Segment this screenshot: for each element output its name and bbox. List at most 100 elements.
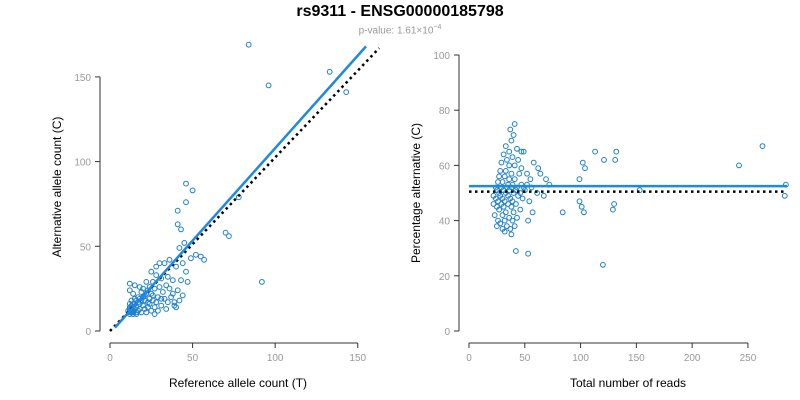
data-point (166, 256, 173, 263)
data-point (508, 231, 515, 238)
data-point (511, 121, 518, 127)
data-point (519, 195, 526, 202)
data-point (138, 289, 145, 295)
y-axis-title: Alternative allele count (C) (50, 117, 64, 258)
data-point (173, 304, 180, 311)
data-point (576, 176, 583, 183)
y-tick-label: 50 (80, 242, 92, 253)
data-point (501, 228, 508, 235)
data-point (514, 145, 520, 152)
data-point (611, 201, 617, 207)
data-point (128, 297, 135, 304)
data-point (188, 255, 194, 262)
data-point (179, 260, 186, 267)
data-point (141, 306, 148, 312)
data-point (582, 165, 588, 172)
x-tick-label: 0 (466, 353, 472, 364)
data-point (150, 292, 156, 299)
data-point (507, 226, 514, 232)
data-point (140, 302, 146, 309)
pvalue-exponent: −4 (433, 24, 442, 31)
x-tick-label: 150 (628, 353, 645, 364)
data-point (126, 287, 133, 294)
chart-title: rs9311 - ENSG00000185798 (296, 3, 504, 20)
data-point (518, 148, 525, 155)
x-axis-title: Reference allele count (T) (169, 376, 307, 390)
plot-panel-2: 0 50 100 150 200 250 0 20 40 60 80 100 Total number … (409, 51, 789, 390)
data-point (509, 217, 516, 224)
data-point (174, 221, 181, 228)
data-point (135, 299, 142, 306)
data-point (130, 290, 137, 297)
data-point (529, 209, 536, 216)
data-point (500, 151, 507, 158)
data-point (174, 287, 181, 294)
data-point (164, 299, 171, 306)
x-tick-label: 100 (572, 353, 589, 364)
data-point (133, 311, 140, 318)
data-point (166, 285, 173, 292)
data-point (126, 280, 133, 287)
data-point (513, 201, 519, 207)
data-point (176, 297, 183, 304)
data-point (171, 299, 178, 306)
data-point (160, 289, 166, 295)
data-point (526, 198, 533, 205)
data-point (504, 223, 510, 230)
data-point (178, 277, 184, 284)
reference-line (109, 47, 381, 332)
data-point (181, 240, 188, 246)
data-point (540, 192, 547, 199)
data-point (535, 165, 542, 172)
data-point (193, 251, 199, 258)
x-tick-label: 250 (740, 353, 757, 364)
data-point (226, 233, 232, 240)
data-point (501, 217, 508, 224)
data-point (506, 162, 513, 169)
data-point (507, 126, 514, 133)
data-point (176, 245, 183, 251)
data-point (143, 279, 150, 285)
data-point (506, 176, 513, 183)
data-point (131, 295, 138, 302)
data-point (504, 157, 510, 163)
data-point (178, 226, 184, 233)
data-point (600, 261, 606, 268)
data-point (183, 268, 189, 275)
data-point (506, 148, 513, 155)
data-point (506, 214, 513, 221)
data-point (197, 253, 204, 260)
x-tick-label: 50 (519, 353, 531, 364)
x-axis-title: Total number of reads (570, 376, 686, 390)
data-point (155, 307, 161, 314)
data-point (133, 309, 140, 316)
data-point (520, 148, 527, 155)
data-point (511, 223, 518, 230)
y-tick-label: 80 (439, 106, 451, 117)
data-point (559, 209, 566, 216)
data-point (174, 207, 181, 214)
data-point (156, 260, 163, 267)
data-point (151, 304, 158, 311)
data-point (169, 277, 176, 284)
data-point (245, 41, 252, 48)
data-point (515, 157, 521, 163)
data-point (601, 157, 607, 163)
x-tick-label: 200 (684, 353, 701, 364)
data-point (145, 287, 151, 294)
data-point (151, 311, 158, 318)
data-point (151, 285, 158, 292)
data-point (515, 192, 521, 199)
data-point (171, 302, 178, 309)
data-point (736, 162, 742, 169)
data-point (578, 203, 585, 210)
data-point (265, 82, 272, 89)
data-point (509, 154, 516, 161)
pvalue-subtitle: p-value: 1.61×10−4 (0, 24, 800, 36)
data-point (530, 159, 537, 166)
data-point (189, 187, 196, 194)
data-point (613, 148, 620, 155)
fit-line (114, 45, 367, 329)
y-tick-label: 20 (439, 272, 451, 283)
